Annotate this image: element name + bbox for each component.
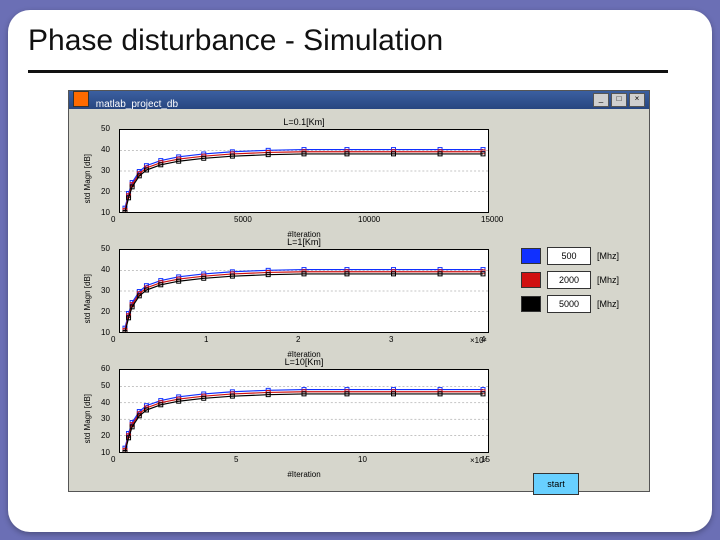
window-buttons: _ □ × [593,93,645,107]
slide-card: Phase disturbance - Simulation matlab_pr… [8,10,712,532]
subplot: L=0.1[Km] std Magn [dB] 1020304050 05000… [79,119,499,239]
legend-swatch-black [521,296,541,312]
subplot-title: L=0.1[Km] [119,117,489,127]
slide-title: Phase disturbance - Simulation [28,24,443,58]
close-button[interactable]: × [629,93,645,107]
subplot-title: L=1[Km] [119,237,489,247]
legend-unit: [Mhz] [597,275,619,285]
legend-panel: 500 [Mhz] 2000 [Mhz] 5000 [Mhz] start [521,241,631,319]
axes [119,129,489,213]
axes [119,249,489,333]
plot-stack: L=0.1[Km] std Magn [dB] 1020304050 05000… [79,119,499,479]
minimize-button[interactable]: _ [593,93,609,107]
x-tick-multiplier: ×10⁴ [470,456,487,465]
legend-swatch-blue [521,248,541,264]
axes [119,369,489,453]
series-black [125,274,483,332]
legend-row: 2000 [Mhz] [521,271,631,289]
x-axis-label: #Iteration [119,470,489,479]
gridlines [120,271,488,312]
titlebar-left: matlab_project_db [73,91,178,110]
legend-unit: [Mhz] [597,251,619,261]
maximize-button[interactable]: □ [611,93,627,107]
title-underline [28,70,668,73]
series-red [125,272,483,331]
legend-value-input[interactable]: 5000 [547,295,591,313]
legend-swatch-red [521,272,541,288]
legend-row: 500 [Mhz] [521,247,631,265]
figure-titlebar[interactable]: matlab_project_db _ □ × [69,91,649,109]
axes-svg [120,130,488,212]
gridlines [120,151,488,192]
start-button[interactable]: start [533,473,579,495]
axes-svg [120,250,488,332]
legend-row: 5000 [Mhz] [521,295,631,313]
legend-unit: [Mhz] [597,299,619,309]
legend-value-input[interactable]: 500 [547,247,591,265]
y-axis-label: std Magn [dB] [83,394,92,443]
series-red [125,392,483,451]
figure-title-text: matlab_project_db [96,99,178,110]
legend-value-input[interactable]: 2000 [547,271,591,289]
series-black [125,154,483,212]
series-blue [125,390,483,449]
y-axis-label: std Magn [dB] [83,154,92,203]
x-tick-multiplier: ×10⁴ [470,336,487,345]
slide-root: Phase disturbance - Simulation matlab_pr… [0,0,720,540]
subplot: L=1[Km] std Magn [dB] 1020304050 01234 #… [79,239,499,359]
series-blue [125,270,483,329]
subplot-title: L=10[Km] [119,357,489,367]
subplot: L=10[Km] std Magn [dB] 102030405060 0510… [79,359,499,479]
matlab-icon [73,91,89,107]
axes-svg [120,370,488,452]
y-axis-label: std Magn [dB] [83,274,92,323]
matlab-figure-window: matlab_project_db _ □ × L=0.1[Km] std Ma… [68,90,650,492]
